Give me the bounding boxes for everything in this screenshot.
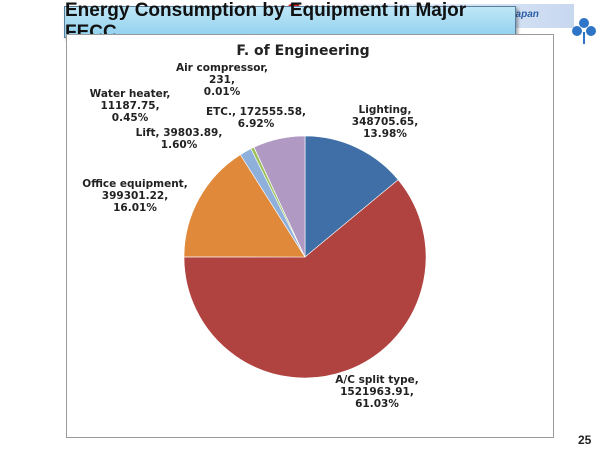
pie-slice-office-equipment <box>183 154 306 258</box>
org-tag: Japan <box>510 9 539 20</box>
pie-slice-etc <box>253 135 306 258</box>
data-label-office-equipment: Office equipment, 399301.22, 16.01% <box>82 178 187 214</box>
pie-slice-lighting <box>304 135 399 258</box>
clover-logo-icon <box>572 18 596 44</box>
data-label-a-c-split-type: A/C split type, 1521963.91, 61.03% <box>335 374 418 410</box>
data-label-etc: ETC., 172555.58, 6.92% <box>206 106 306 130</box>
data-label-air-compressor: Air compressor, 231, 0.01% <box>176 62 268 98</box>
data-label-lift: Lift, 39803.89, 1.60% <box>136 127 223 151</box>
chart-title: F. of Engineering <box>236 43 369 59</box>
data-label-water-heater: Water heater, 11187.75, 0.45% <box>90 88 171 124</box>
page-number: 25 <box>578 433 592 447</box>
pie-chart: F. of Engineering Lighting, 348705.65, 13.… <box>82 43 427 410</box>
pie-slice-a-c-split-type <box>183 179 427 379</box>
chart-frame: F. of Engineering Lighting, 348705.65, 13.… <box>66 34 554 438</box>
data-label-lighting: Lighting, 348705.65, 13.98% <box>352 104 418 140</box>
